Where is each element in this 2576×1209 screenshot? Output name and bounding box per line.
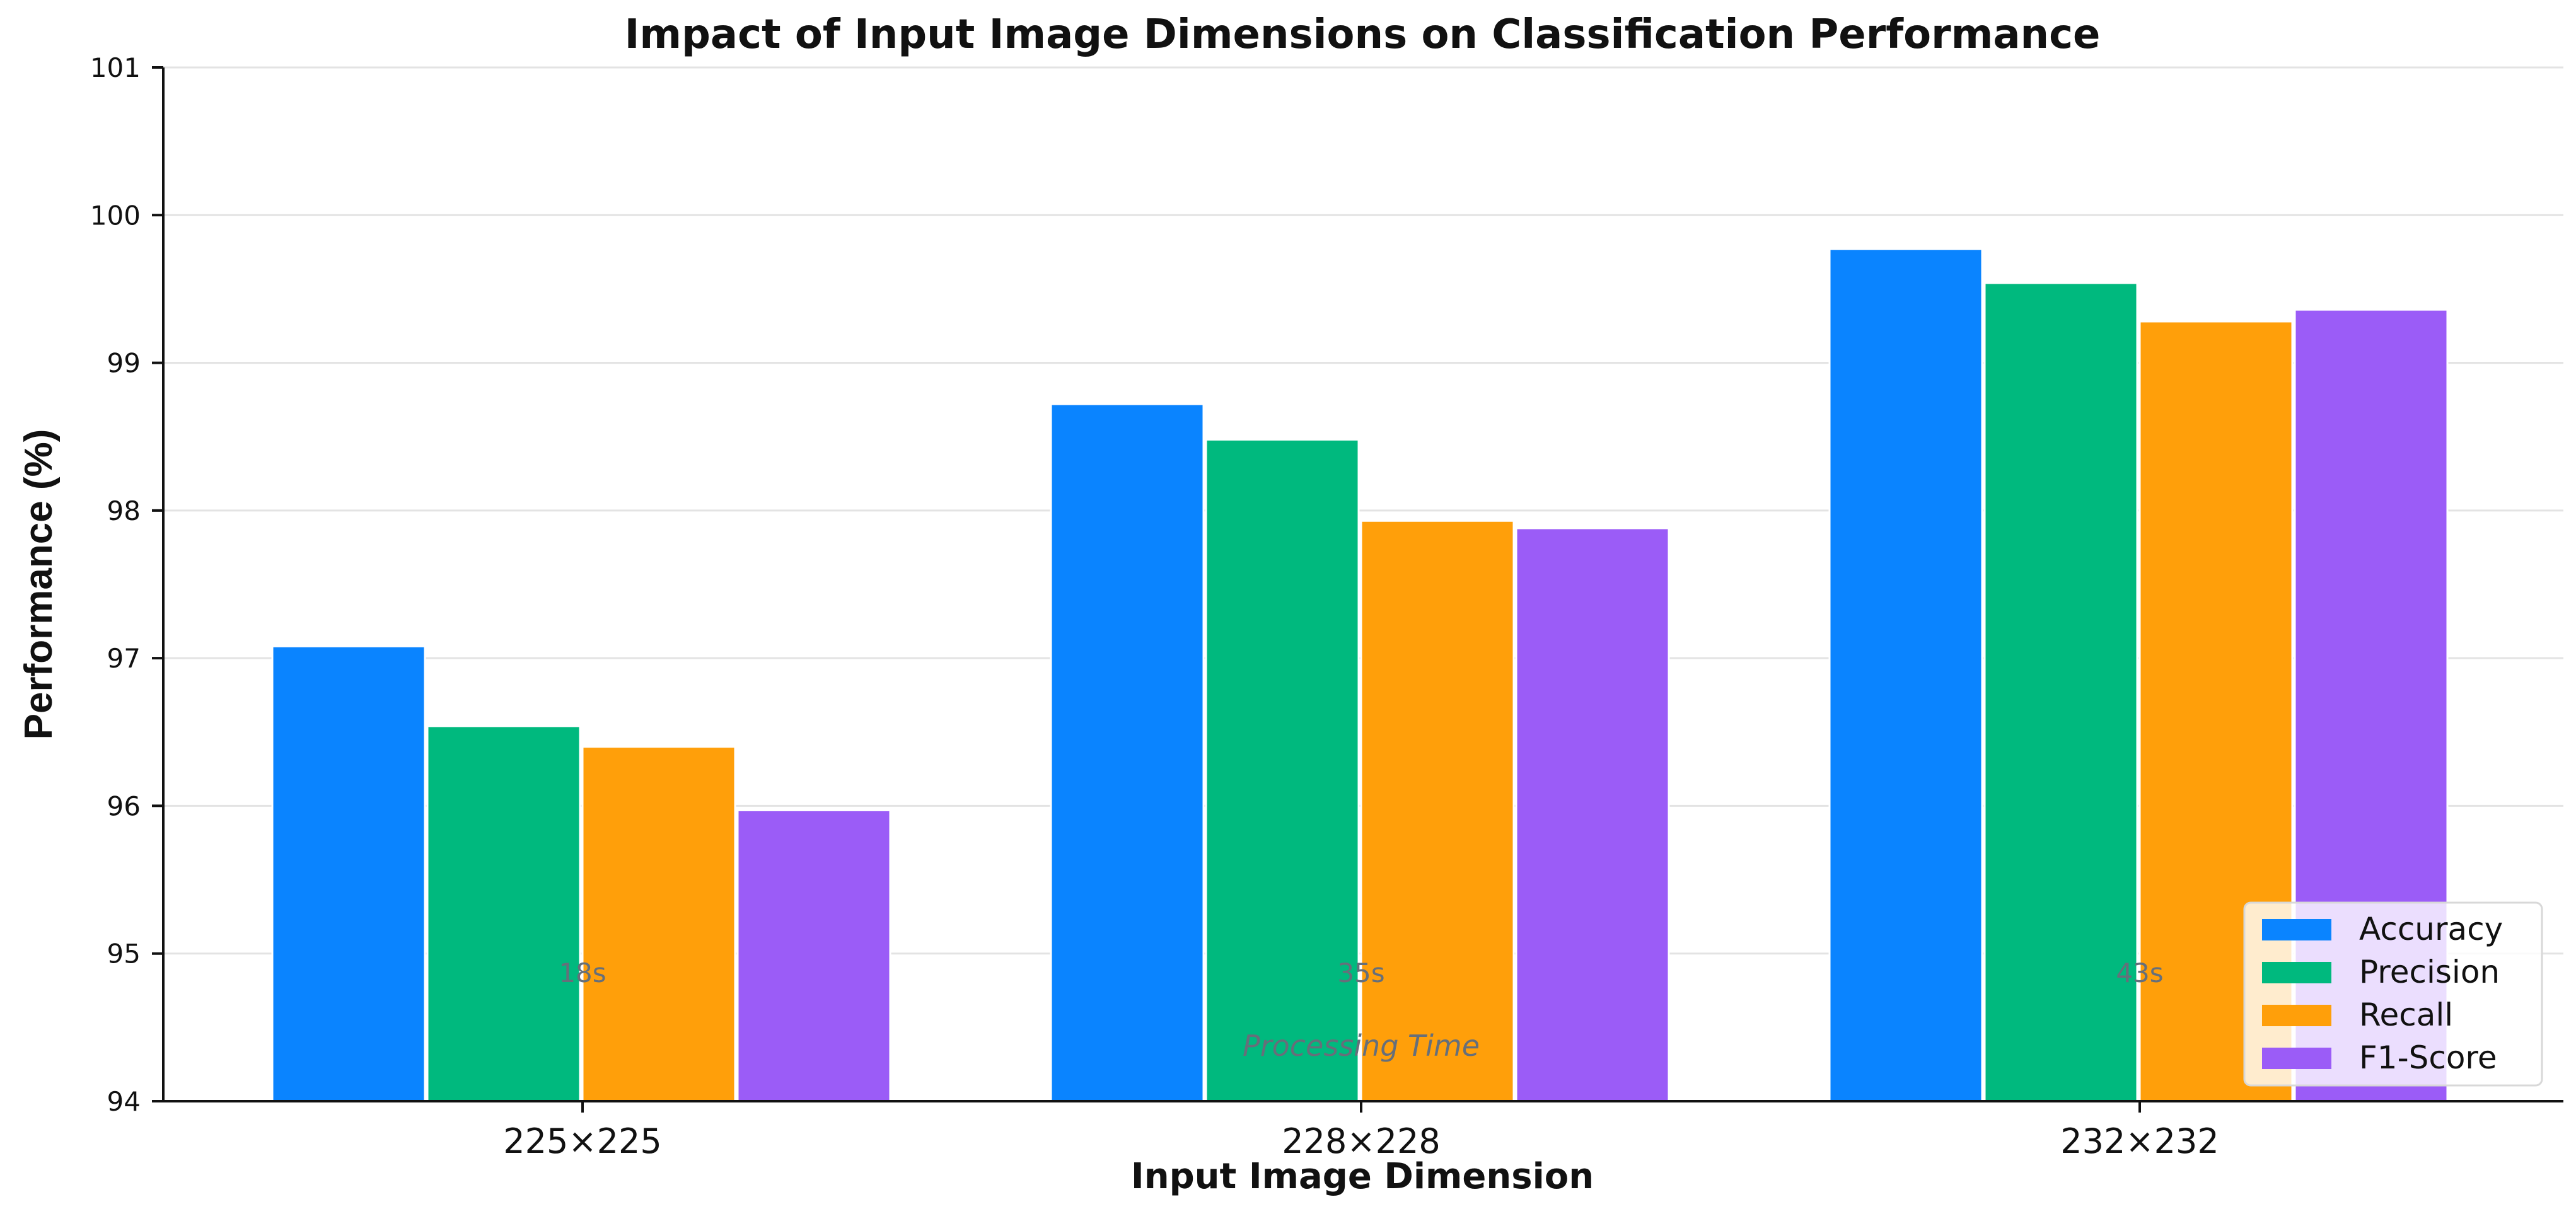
bar-accuracy-2 xyxy=(1050,403,1205,1102)
processing-time-annotations: 18s 35s 43s Processing Time xyxy=(559,957,2163,1063)
chart-title: Impact of Input Image Dimensions on Clas… xyxy=(625,11,2101,58)
legend-label: F1-Score xyxy=(2359,1039,2497,1076)
legend-swatch xyxy=(2262,1048,2331,1069)
y-tick-label: 99 xyxy=(107,348,141,379)
bar-precision-3 xyxy=(1983,282,2138,1102)
bar-recall-1 xyxy=(581,746,736,1102)
y-tick-label: 98 xyxy=(107,495,141,526)
legend-label: Accuracy xyxy=(2359,911,2503,947)
bar-recall-2 xyxy=(1360,519,1515,1102)
legend-swatch xyxy=(2262,919,2331,940)
y-tick-label: 100 xyxy=(90,200,141,231)
processing-time-caption: Processing Time xyxy=(1243,1029,1480,1063)
legend-swatch xyxy=(2262,962,2331,983)
legend-label: Recall xyxy=(2359,997,2453,1033)
y-tick-label: 94 xyxy=(107,1086,141,1117)
y-ticks: 94 95 96 97 98 99 100 101 xyxy=(90,52,163,1117)
x-tick-label: 228×228 xyxy=(1282,1121,1440,1161)
x-axis-label: Input Image Dimension xyxy=(1131,1156,1594,1197)
x-tick-label: 232×232 xyxy=(2060,1121,2219,1161)
y-tick-label: 101 xyxy=(90,52,141,83)
x-tick-label: 225×225 xyxy=(503,1121,661,1161)
bar-accuracy-3 xyxy=(1828,248,1983,1102)
processing-time-label: 35s xyxy=(1337,957,1384,988)
legend-label: Precision xyxy=(2359,954,2500,990)
bar-f1-score-2 xyxy=(1515,527,1670,1102)
bar-precision-2 xyxy=(1205,438,1360,1102)
processing-time-label: 43s xyxy=(2116,957,2163,988)
bar-f1-score-1 xyxy=(736,809,891,1102)
bar-accuracy-1 xyxy=(271,645,426,1102)
x-ticks: 225×225 228×228 232×232 xyxy=(503,1101,2219,1161)
processing-time-label: 18s xyxy=(559,957,606,988)
bars xyxy=(271,248,2449,1102)
y-tick-label: 96 xyxy=(107,790,141,821)
y-axis-label: Performance (%) xyxy=(17,429,61,740)
bar-precision-1 xyxy=(426,725,581,1102)
legend-box xyxy=(2243,901,2543,1087)
legend-swatch xyxy=(2262,1005,2331,1026)
legend: Accuracy Precision Recall F1-Score xyxy=(2243,901,2543,1087)
y-tick-label: 97 xyxy=(107,643,141,674)
y-tick-label: 95 xyxy=(107,939,141,969)
